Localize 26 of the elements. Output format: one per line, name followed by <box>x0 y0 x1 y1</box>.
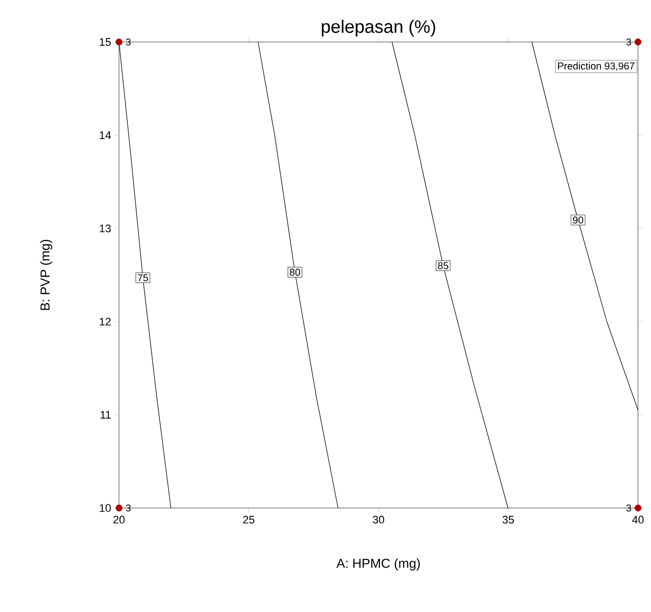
series-label: 80 <box>290 268 300 276</box>
x-tick-label: 30 <box>372 516 384 524</box>
point <box>116 38 122 46</box>
y-tick-label: 14 <box>100 131 111 139</box>
x-tick-label: 20 <box>113 516 125 524</box>
point <box>634 504 642 512</box>
x-tick-label: 25 <box>243 516 254 524</box>
annotation: 3 <box>626 504 632 512</box>
series-label: 85 <box>438 262 448 270</box>
point <box>634 38 642 46</box>
y-tick-label: 13 <box>100 224 111 232</box>
y-tick-label: 10 <box>100 504 111 512</box>
annotation: Prediction 93,967 <box>558 62 634 71</box>
annotation: 3 <box>126 38 131 46</box>
chart-title: pelepasan (%) <box>322 20 436 36</box>
x-tick-label: 40 <box>632 516 644 524</box>
series-label: 90 <box>572 216 584 224</box>
y-axis-title: B: PVP (mg) <box>40 240 52 310</box>
y-tick-label: 11 <box>100 411 111 419</box>
y-tick-label: 15 <box>100 38 111 46</box>
x-axis-title: A: HPMC (mg) <box>336 558 420 570</box>
x-tick-label: 35 <box>502 516 514 524</box>
point <box>116 504 122 512</box>
annotation: 3 <box>626 38 632 46</box>
y-tick-label: 12 <box>100 318 111 326</box>
annotation: 3 <box>126 504 131 512</box>
